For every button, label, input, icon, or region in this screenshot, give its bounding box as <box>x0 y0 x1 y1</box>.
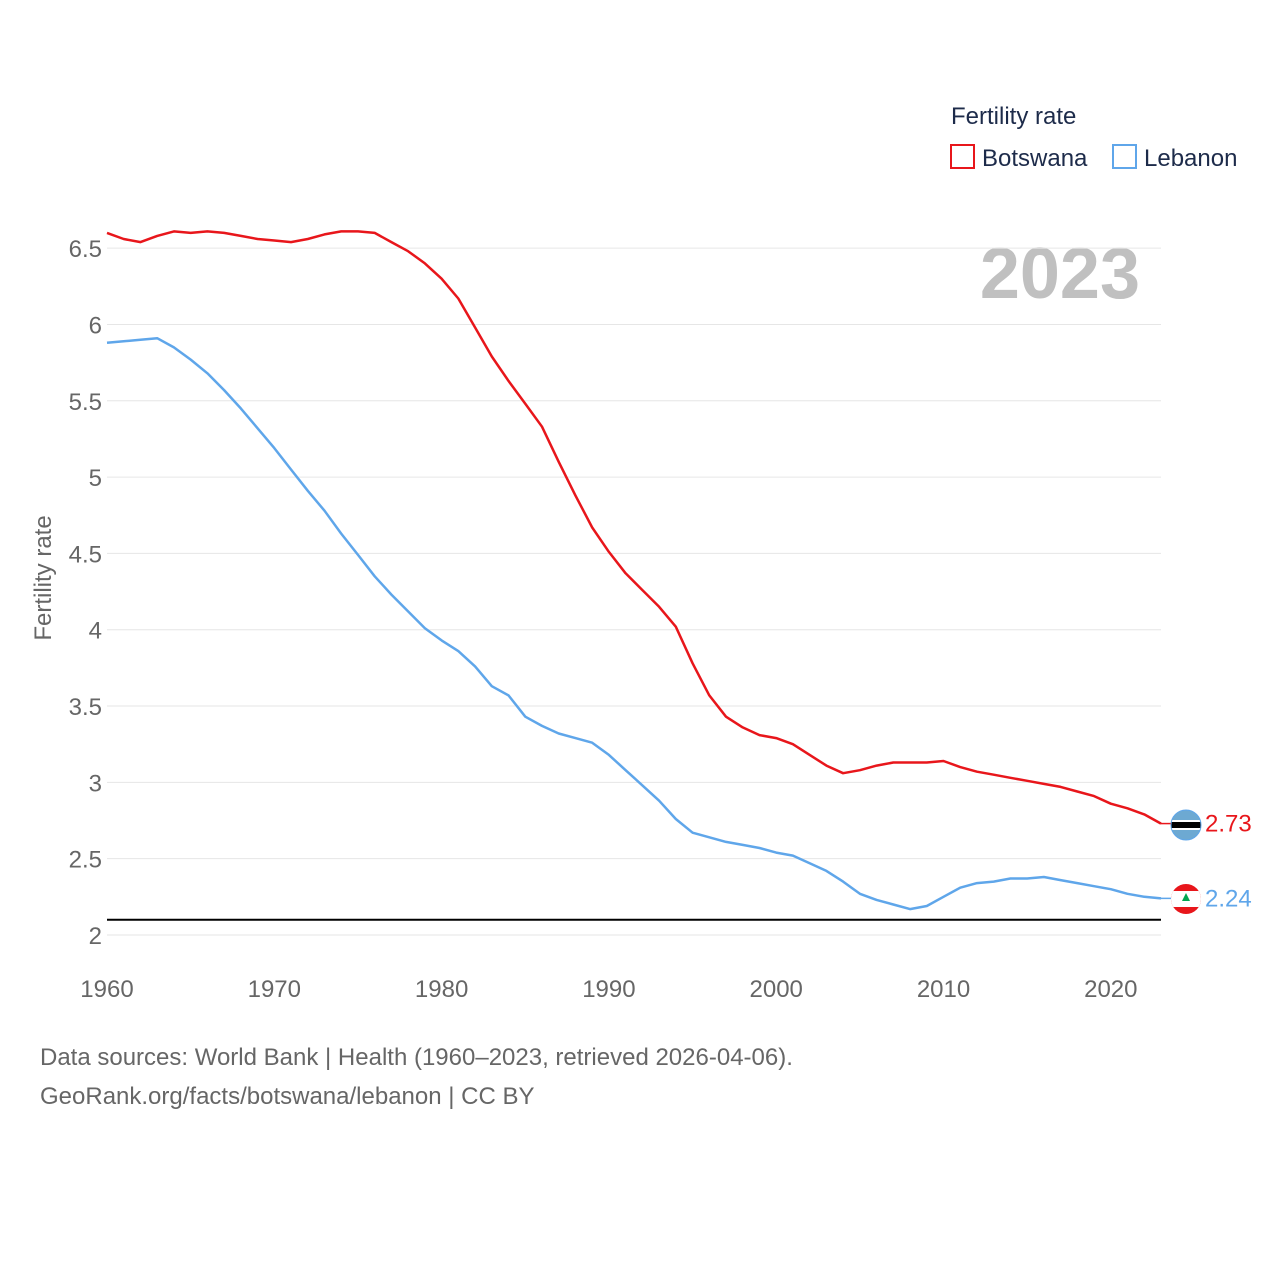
botswana-flag-icon <box>1170 809 1202 841</box>
y-tick-label: 2.5 <box>69 847 102 874</box>
legend-item-botswana[interactable]: Botswana <box>950 144 1088 172</box>
y-tick-label: 2 <box>89 923 102 950</box>
y-axis-title: Fertility rate <box>30 515 57 640</box>
end-value-label-botswana: 2.73 <box>1205 811 1252 838</box>
y-tick-label: 5 <box>89 465 102 492</box>
legend-swatch-lebanon <box>1112 144 1137 169</box>
current-year-label: 2023 <box>980 234 1140 314</box>
legend-item-lebanon[interactable]: Lebanon <box>1112 144 1237 172</box>
legend-title: Fertility rate <box>951 103 1076 130</box>
y-tick-label: 4.5 <box>69 541 102 568</box>
source-line: Data sources: World Bank | Health (1960–… <box>40 1044 793 1071</box>
y-tick-label: 5.5 <box>69 389 102 416</box>
y-tick-label: 3.5 <box>69 694 102 721</box>
attribution-link[interactable]: GeoRank.org/facts/botswana/lebanon | CC … <box>40 1083 535 1110</box>
legend-label-lebanon: Lebanon <box>1144 145 1237 172</box>
x-tick-label: 1960 <box>80 976 133 1003</box>
series-line-lebanon[interactable] <box>106 336 1162 911</box>
end-value-label-lebanon: 2.24 <box>1205 885 1252 912</box>
x-tick-label: 2000 <box>750 976 803 1003</box>
x-tick-label: 2020 <box>1084 976 1137 1003</box>
series-line-botswana[interactable] <box>106 230 1162 825</box>
x-tick-label: 1970 <box>248 976 301 1003</box>
y-tick-label: 6.5 <box>69 236 102 263</box>
y-tick-label: 4 <box>89 618 102 645</box>
legend-swatch-botswana <box>950 144 975 169</box>
y-tick-label: 6 <box>89 312 102 339</box>
x-tick-label: 1990 <box>582 976 635 1003</box>
y-tick-label: 3 <box>89 770 102 797</box>
lebanon-flag-icon <box>1171 884 1201 914</box>
x-tick-label: 1980 <box>415 976 468 1003</box>
x-tick-label: 2010 <box>917 976 970 1003</box>
legend-label-botswana: Botswana <box>982 145 1088 172</box>
